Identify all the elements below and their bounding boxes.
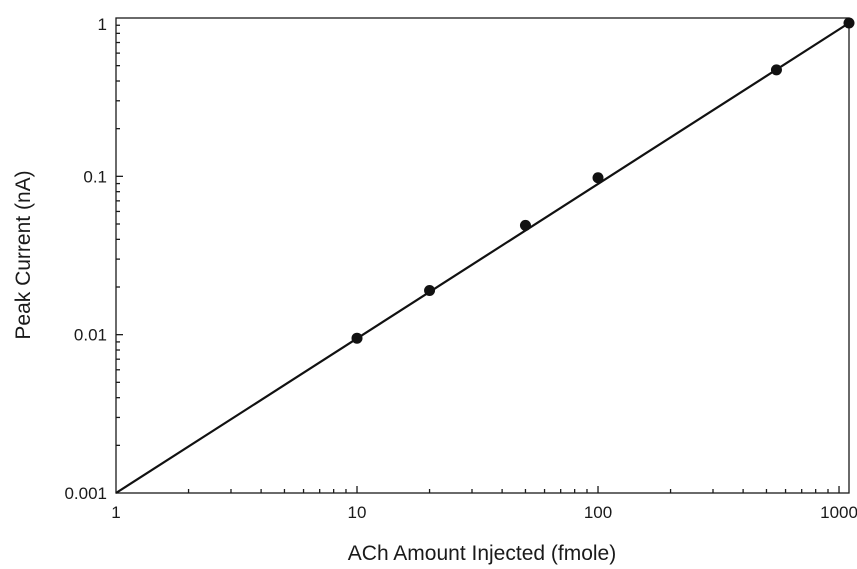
y-tick-label: 0.1 xyxy=(83,167,107,186)
y-axis-label: Peak Current (nA) xyxy=(12,170,35,339)
x-tick-label: 100 xyxy=(584,503,612,522)
data-point xyxy=(519,219,531,231)
fit-line xyxy=(115,22,850,494)
y-tick-label: 1 xyxy=(98,15,107,34)
data-point xyxy=(843,17,855,29)
ticks xyxy=(116,24,840,493)
x-tick-label: 1000 xyxy=(820,503,857,522)
x-tick-label: 10 xyxy=(348,503,367,522)
x-tick-label: 1 xyxy=(111,503,120,522)
data-point xyxy=(424,285,436,297)
tick-labels: 1 10 100 1000 0.001 0.01 0.1 1 xyxy=(64,15,857,522)
plot-frame xyxy=(115,17,850,494)
data-points xyxy=(351,17,855,344)
data-point xyxy=(770,64,782,76)
data-point xyxy=(351,332,363,344)
y-tick-label: 0.001 xyxy=(64,484,107,503)
y-tick-label: 0.01 xyxy=(74,326,107,345)
x-axis-label: ACh Amount Injected (fmole) xyxy=(348,542,616,565)
data-point xyxy=(592,172,604,184)
